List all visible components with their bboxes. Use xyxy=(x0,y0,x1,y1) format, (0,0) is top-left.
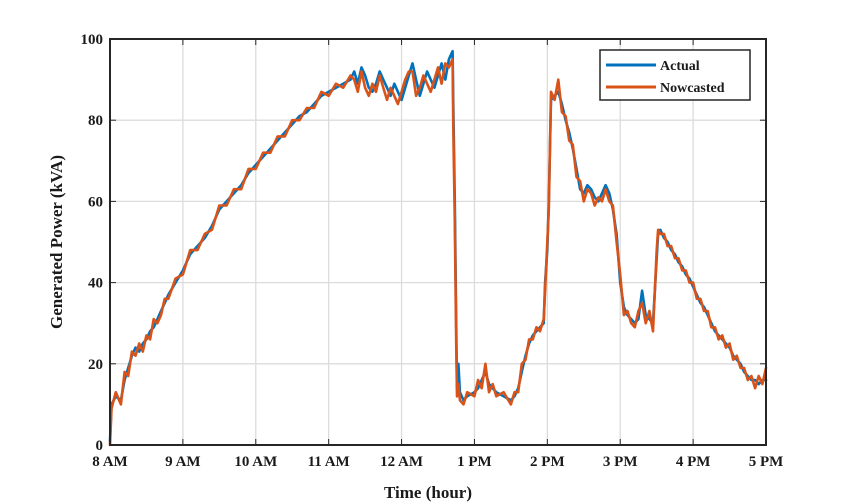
ticks: 8 AM 9 AM 10 AM 11 AM 12 AM 1 PM 2 PM 3 PM 4 PM 5… xyxy=(81,32,784,470)
x-tick-label: 2 PM xyxy=(530,454,565,470)
y-tick-label: 0 xyxy=(96,438,104,454)
series-line-nowcasted xyxy=(108,58,768,447)
x-tick-label: 11 AM xyxy=(308,454,350,470)
x-tick-label: 12 AM xyxy=(380,454,423,470)
y-tick-label: 40 xyxy=(88,276,103,292)
y-axis-label: Generated Power (kVA) xyxy=(47,155,66,329)
y-tick-label: 60 xyxy=(88,194,103,210)
y-tick-label: 100 xyxy=(81,32,104,48)
series-layer xyxy=(108,49,768,447)
x-tick-label: 5 PM xyxy=(749,454,784,470)
legend-label-actual: Actual xyxy=(660,59,700,74)
x-tick-label: 9 AM xyxy=(165,454,200,470)
y-tick-label: 20 xyxy=(88,357,103,373)
x-axis-label: Time (hour) xyxy=(384,483,472,502)
x-tick-label: 10 AM xyxy=(234,454,277,470)
x-tick-label: 3 PM xyxy=(603,454,638,470)
legend-label-nowcasted: Nowcasted xyxy=(660,81,725,96)
x-tick-label: 8 AM xyxy=(92,454,127,470)
plot-frame xyxy=(109,38,767,446)
x-tick-label: 4 PM xyxy=(676,454,711,470)
y-tick-label: 80 xyxy=(88,113,103,129)
legend: Actual Nowcasted xyxy=(599,49,751,101)
x-tick-label: 1 PM xyxy=(457,454,492,470)
legend-box xyxy=(599,49,751,101)
